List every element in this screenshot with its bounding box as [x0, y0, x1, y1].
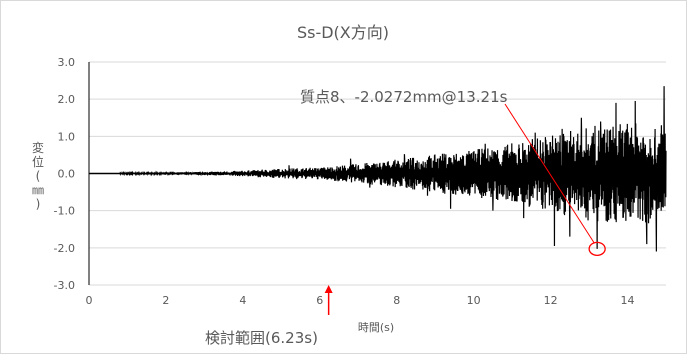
series-line	[119, 86, 667, 252]
x-tick-label: 6	[316, 294, 323, 307]
y-tick-label: -1.0	[54, 205, 75, 218]
y-tick-label: 0.0	[58, 168, 76, 181]
y-tick-label: 1.0	[58, 130, 76, 143]
chart-title: Ss-D(X方向)	[297, 23, 389, 42]
x-axis-label: 時間(s)	[358, 321, 394, 334]
x-tick-labels: 0 2 4 6 8 10 12 14	[86, 294, 635, 307]
peak-leader-line	[504, 103, 595, 244]
y-tick-label: -2.0	[54, 242, 75, 255]
y-tick-labels: 3.0 2.0 1.0 0.0 -1.0 -2.0 -3.0	[54, 56, 75, 292]
peak-annotation-label: 質点8、-2.0272mm@13.21s	[300, 88, 508, 106]
y-axis-label-char: (	[36, 169, 41, 183]
y-axis-label: 変位(㎜)	[32, 140, 44, 211]
grid-lines	[88, 61, 666, 286]
x-tick-label: 0	[86, 294, 93, 307]
y-axis-label-char: 変	[32, 140, 44, 155]
y-axis-label-char: 位	[32, 154, 44, 169]
x-tick-label: 10	[467, 294, 481, 307]
range-annotation-label: 検討範囲(6.23s)	[205, 329, 318, 347]
x-tick-label: 2	[162, 294, 169, 307]
y-axis-label-char: )	[36, 197, 41, 211]
x-tick-label: 4	[239, 294, 246, 307]
peak-marker-circle	[588, 241, 606, 256]
annotations	[324, 103, 606, 315]
y-tick-label: 2.0	[58, 93, 76, 106]
x-tick-label: 8	[393, 294, 400, 307]
range-arrow-head	[324, 285, 333, 293]
y-tick-label: 3.0	[58, 56, 76, 69]
x-tick-label: 14	[621, 294, 635, 307]
y-axis-label-char: ㎜	[32, 183, 44, 197]
y-tick-label: -3.0	[54, 279, 75, 292]
x-tick-label: 12	[544, 294, 558, 307]
